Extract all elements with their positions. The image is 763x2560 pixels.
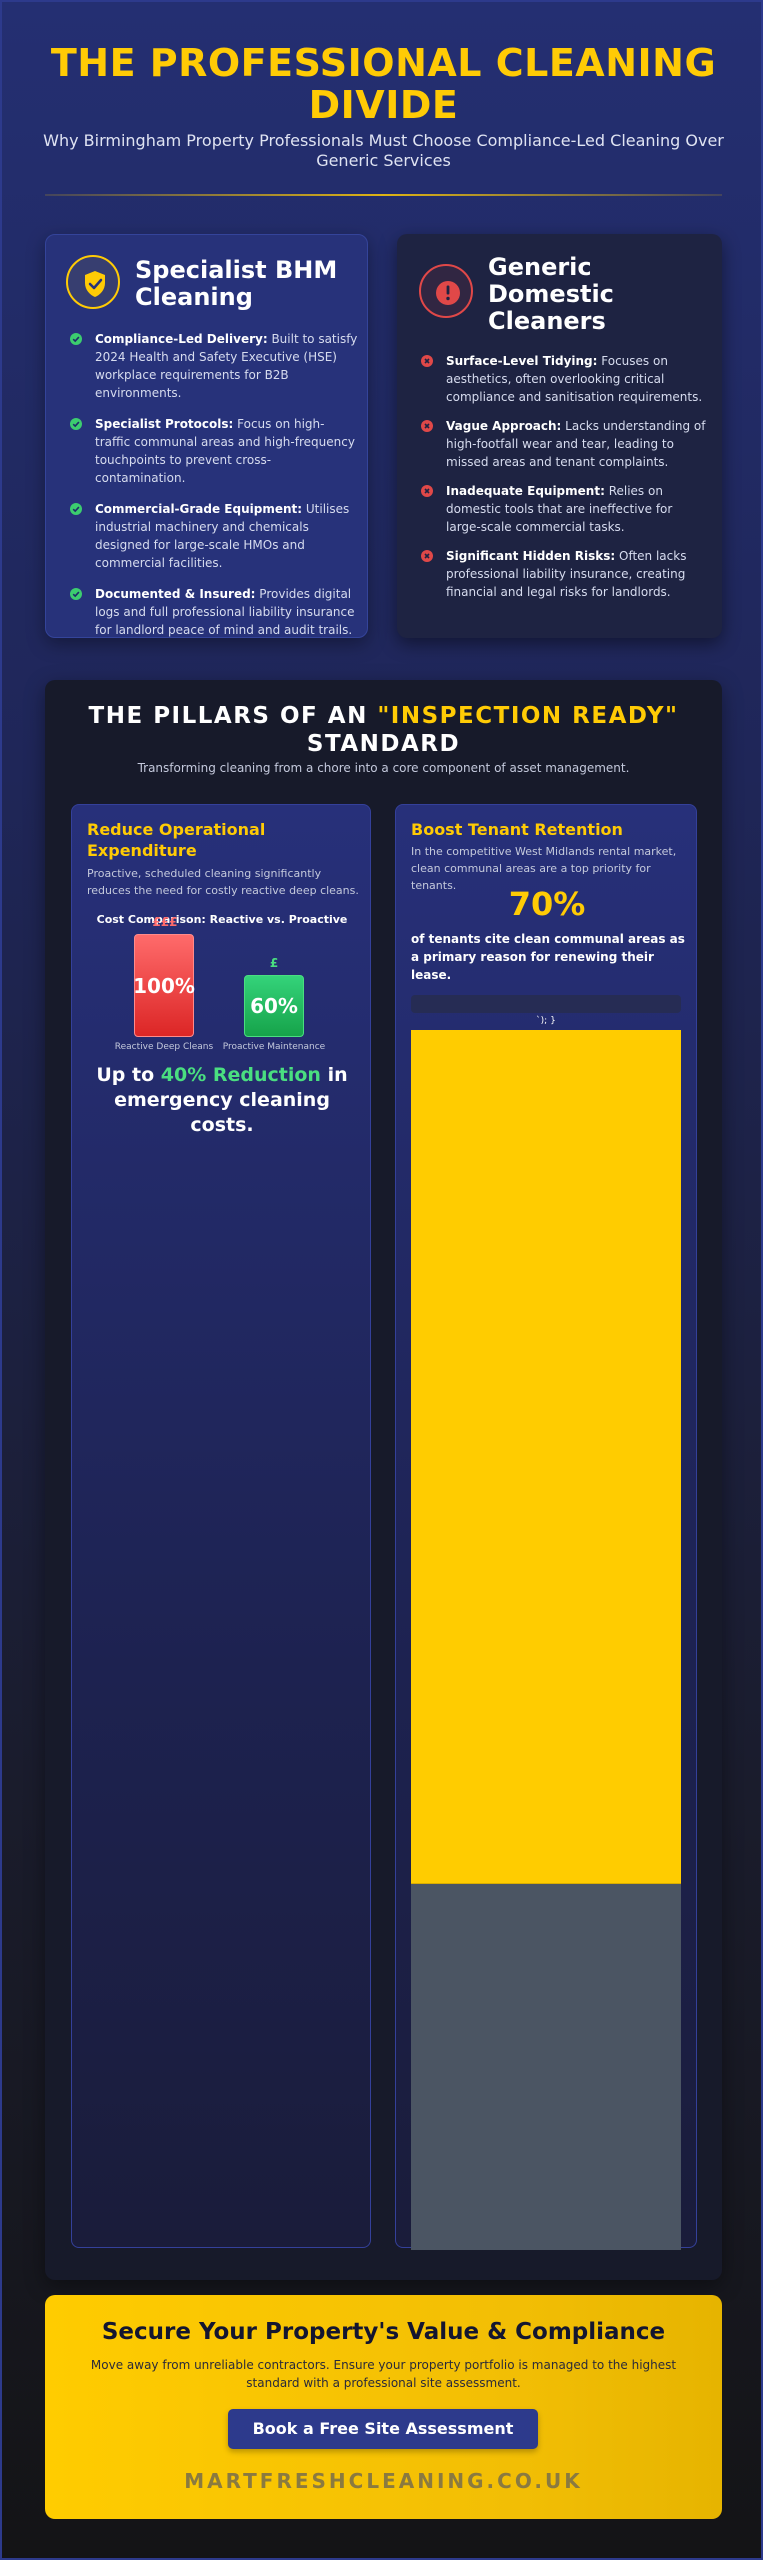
list-item: Specialist Protocols: Focus on high-traf… — [68, 415, 358, 487]
reduction-pre: Up to — [96, 1064, 161, 1086]
chart-title: Cost Comparison: Reactive vs. Proactive — [96, 913, 348, 926]
specialist-card: Specialist BHM Cleaning Compliance-Led D… — [45, 234, 368, 638]
check-icon — [70, 588, 82, 600]
list-item: Commercial-Grade Equipment: Utilises ind… — [68, 500, 358, 572]
website-link[interactable]: MARTFRESHCLEANING.CO.UK — [184, 2469, 583, 2493]
cta-text: Move away from unreliable contractors. E… — [90, 2358, 677, 2390]
item-label: Vague Approach: — [446, 419, 562, 433]
check-icon — [70, 503, 82, 515]
bar-value-label: 100% — [133, 973, 195, 998]
specialist-list: Compliance-Led Delivery: Built to satisf… — [68, 330, 358, 652]
retention-stat-text: of tenants cite clean communal areas as … — [411, 932, 685, 982]
expenditure-title: Reduce Operational Expenditure — [87, 820, 266, 860]
page-title: THE PROFESSIONAL CLEANING DIVIDE — [50, 41, 717, 127]
generic-card: Generic Domestic Cleaners Surface-Level … — [397, 234, 722, 638]
reduction-post: in emergency cleaning costs. — [114, 1064, 348, 1136]
item-text: Often lacks professional liability insur… — [446, 549, 687, 599]
check-icon — [70, 418, 82, 430]
item-label: Documented & Insured: — [95, 587, 256, 601]
retention-text: In the competitive West Midlands rental … — [411, 845, 677, 892]
item-text: Relies on domestic tools that are ineffe… — [446, 484, 673, 534]
reduction-statement: Up to 40% Reduction in emergency cleanin… — [82, 1063, 362, 1138]
list-item: Significant Hidden Risks: Often lacks pr… — [419, 547, 709, 601]
cost-marker-proactive: £ — [269, 956, 279, 970]
warning-icon — [419, 264, 473, 318]
retention-title: Boost Tenant Retention — [411, 820, 623, 839]
retention-chart — [411, 1030, 681, 2250]
generic-heading: Generic Domestic Cleaners — [488, 253, 614, 335]
pillars-panel: THE PILLARS OF AN "INSPECTION READY" STA… — [45, 680, 722, 2280]
page-subtitle: Why Birmingham Property Professionals Mu… — [43, 131, 724, 170]
list-item: Documented & Insured: Provides digital l… — [68, 585, 358, 639]
book-assessment-button[interactable]: Book a Free Site Assessment — [228, 2409, 538, 2449]
item-label: Compliance-Led Delivery: — [95, 332, 268, 346]
pillars-title: THE PILLARS OF AN "INSPECTION READY" STA… — [45, 702, 722, 758]
list-item: Compliance-Led Delivery: Built to satisf… — [68, 330, 358, 402]
header-divider — [45, 194, 722, 196]
bar-value-label: 60% — [250, 994, 298, 1018]
retention-track — [411, 995, 681, 1013]
cross-icon — [421, 485, 433, 497]
generic-list: Surface-Level Tidying: Focuses on aesthe… — [419, 352, 709, 612]
item-label: Significant Hidden Risks: — [446, 549, 616, 563]
cta-section: Secure Your Property's Value & Complianc… — [45, 2295, 722, 2519]
item-text: Lacks understanding of high-footfall wea… — [446, 419, 706, 469]
item-label: Inadequate Equipment: — [446, 484, 605, 498]
expenditure-text: Proactive, scheduled cleaning significan… — [87, 867, 359, 897]
bar-label-proactive: Proactive Maintenance — [222, 1042, 326, 1052]
item-text: Provides digital logs and full professio… — [95, 587, 355, 637]
retention-card: Boost Tenant Retention In the competitiv… — [395, 804, 697, 2250]
bar-proactive: 60% — [244, 975, 304, 1037]
list-item: Vague Approach: Lacks understanding of h… — [419, 417, 709, 471]
shield-check-icon — [66, 255, 120, 309]
item-label: Surface-Level Tidying: — [446, 354, 598, 368]
pillars-title-highlight: "INSPECTION READY" — [377, 703, 679, 729]
cross-icon — [421, 550, 433, 562]
expenditure-card: Reduce Operational Expenditure Proactive… — [71, 804, 371, 2248]
list-item: Inadequate Equipment: Relies on domestic… — [419, 482, 709, 536]
reduction-highlight: 40% Reduction — [160, 1064, 321, 1086]
item-text: Focuses on aesthetics, often overlooking… — [446, 354, 703, 404]
cta-title: Secure Your Property's Value & Complianc… — [101, 2319, 666, 2345]
item-text: Built to satisfy 2024 Health and Safety … — [95, 332, 358, 400]
item-text: Focus on high-traffic communal areas and… — [95, 417, 355, 485]
list-item: Surface-Level Tidying: Focuses on aesthe… — [419, 352, 709, 406]
item-label: Commercial-Grade Equipment: — [95, 502, 303, 516]
cost-marker-reactive: £££ — [152, 915, 178, 929]
specialist-heading: Specialist BHM Cleaning — [135, 256, 338, 311]
cross-icon — [421, 420, 433, 432]
pillars-title-post: STANDARD — [306, 731, 461, 757]
cross-icon — [421, 355, 433, 367]
item-label: Specialist Protocols: — [95, 417, 234, 431]
retention-stat: 70% — [508, 885, 586, 923]
bar-reactive: 100% — [133, 934, 195, 1037]
bar-label-reactive: Reactive Deep Cleans — [114, 1042, 214, 1052]
code-fragment: `); } — [536, 1016, 556, 1026]
retention-fill — [411, 1030, 681, 1884]
pillars-subtitle: Transforming cleaning from a chore into … — [137, 761, 630, 775]
item-text: Utilises industrial machinery and chemic… — [95, 502, 350, 570]
pillars-title-pre: THE PILLARS OF AN — [88, 703, 378, 729]
check-icon — [70, 333, 82, 345]
